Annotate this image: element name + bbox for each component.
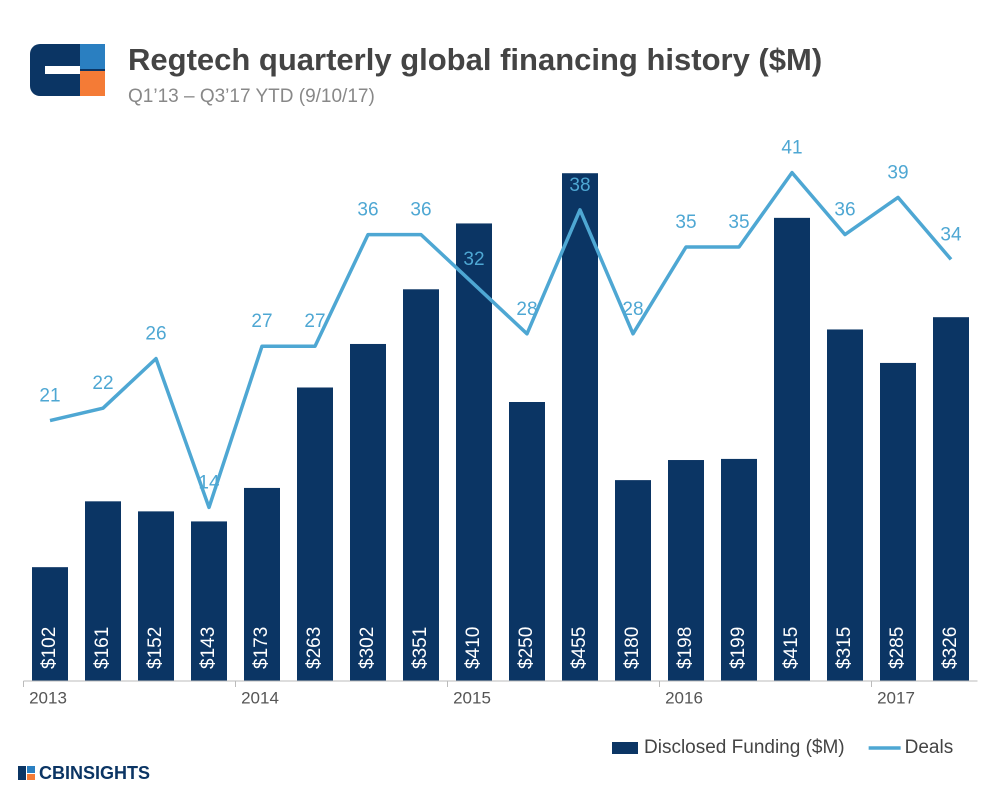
- bar-value-label: $285: [887, 627, 908, 669]
- bar: [297, 387, 333, 681]
- bar-value-label: $351: [410, 627, 431, 669]
- bar: [138, 511, 174, 681]
- line-value-label: 35: [675, 212, 696, 233]
- bar: [668, 460, 704, 681]
- bar: [32, 567, 68, 681]
- line-value-label: 28: [622, 299, 643, 320]
- bar: [562, 173, 598, 681]
- brand-icon: [27, 766, 35, 773]
- legend-label: Deals: [905, 737, 954, 758]
- bar: [456, 223, 492, 681]
- line-value-label: 27: [251, 311, 272, 332]
- bar: [85, 501, 121, 681]
- line-value-label: 28: [516, 299, 537, 320]
- bar-value-label: $173: [251, 627, 272, 669]
- line-value-label: 36: [357, 200, 378, 221]
- bar-value-label: $180: [622, 627, 643, 669]
- chart-title: Regtech quarterly global financing histo…: [128, 42, 822, 77]
- line-value-label: 27: [304, 311, 325, 332]
- x-tick-label: 2016: [665, 688, 703, 707]
- line-value-label: 32: [463, 249, 484, 270]
- bar-value-label: $152: [145, 627, 166, 669]
- chart-subtitle: Q1’13 – Q3’17 YTD (9/10/17): [128, 86, 375, 107]
- brand-icon: [18, 766, 26, 780]
- brand-icon: [27, 774, 35, 780]
- brand-name: CBINSIGHTS: [39, 763, 150, 783]
- bar: [403, 289, 439, 681]
- bar-value-label: $410: [463, 627, 484, 669]
- line-value-label: 21: [39, 386, 60, 407]
- bar: [774, 217, 810, 682]
- bar: [191, 521, 227, 681]
- logo: [30, 44, 105, 96]
- bar-value-label: $161: [92, 627, 113, 669]
- deals-line: [49, 170, 953, 510]
- bar: [880, 362, 916, 681]
- bar-value-label: $250: [516, 627, 537, 669]
- logo-part: [45, 66, 80, 74]
- line-value-label: 26: [145, 324, 166, 345]
- line-value-label: 36: [410, 200, 431, 221]
- legend-label: Disclosed Funding ($M): [644, 737, 845, 758]
- line-value-label: 36: [834, 200, 855, 221]
- x-tick-label: 2017: [877, 688, 915, 707]
- x-tick-label: 2013: [29, 688, 67, 707]
- bar: [615, 480, 651, 681]
- x-tick-label: 2014: [241, 688, 279, 707]
- line-value-label: 41: [781, 138, 802, 159]
- line-value-label: 39: [887, 162, 908, 183]
- bar-value-label: $415: [781, 627, 802, 669]
- bar-value-label: $263: [304, 627, 325, 669]
- bar-value-label: $326: [940, 627, 961, 669]
- bar: [509, 402, 545, 681]
- bar: [721, 458, 757, 681]
- line-value-label: 34: [940, 224, 962, 245]
- line-value-label: 22: [92, 373, 113, 394]
- bar-value-label: $302: [357, 627, 378, 669]
- x-tick-label: 2015: [453, 688, 491, 707]
- bar-value-label: $102: [39, 627, 60, 669]
- bar: [933, 317, 969, 681]
- line-value-label: 14: [198, 472, 220, 493]
- bar-value-label: $199: [728, 627, 749, 669]
- bar: [827, 329, 863, 681]
- bar: [244, 487, 280, 681]
- bar: [350, 343, 386, 681]
- bar-value-label: $315: [834, 627, 855, 669]
- bar-value-label: $198: [675, 627, 696, 669]
- line-value-label: 38: [569, 175, 590, 196]
- bar-value-label: $143: [198, 627, 219, 669]
- logo-part: [80, 44, 105, 69]
- legend-swatch: [612, 742, 638, 754]
- bar-value-label: $455: [569, 627, 590, 669]
- logo-part: [80, 71, 105, 96]
- brand: CBINSIGHTS: [18, 763, 150, 783]
- line-value-label: 35: [728, 212, 749, 233]
